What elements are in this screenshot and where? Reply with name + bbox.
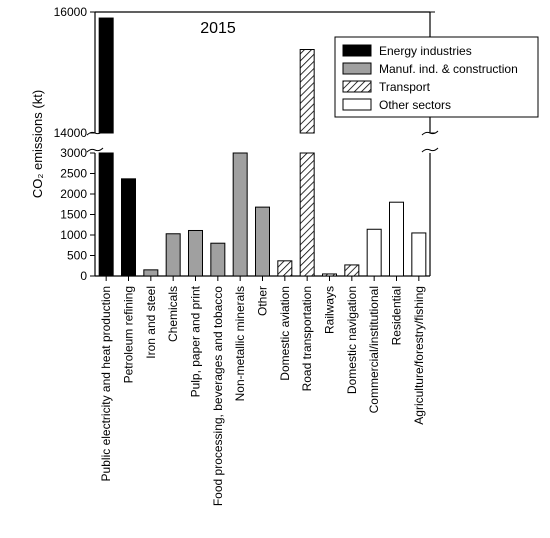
bar (255, 206, 270, 277)
legend-swatch (342, 80, 372, 93)
bar (411, 232, 427, 277)
bar (299, 152, 315, 277)
bar (322, 273, 337, 277)
bar (121, 178, 136, 277)
axis-break (86, 147, 104, 153)
x-tick-label: Petroleum refining (122, 286, 136, 383)
x-tick-label: Domestic aviation (278, 286, 292, 381)
y-tick-label: 1000 (60, 228, 87, 242)
y-tick-label: 1500 (60, 208, 87, 222)
bar (277, 260, 293, 277)
x-tick-label: Chemicals (166, 286, 180, 342)
y-tick-label: 2000 (60, 187, 87, 201)
bar (366, 228, 382, 277)
legend-swatch (342, 62, 372, 75)
bar (232, 152, 248, 277)
x-tick-label: Public electricity and heat production (99, 286, 113, 481)
x-tick-label: Railways (323, 286, 337, 334)
x-tick-label: Iron and steel (144, 286, 158, 359)
x-tick-label: Road transportation (300, 286, 314, 391)
bar (143, 269, 159, 277)
y-axis-label: CO₂ emissions (kt) (30, 90, 45, 198)
x-tick-label: Domestic navigation (345, 286, 359, 394)
bar (98, 17, 114, 134)
chart-title: 2015 (200, 20, 236, 37)
legend-label: Energy industries (379, 44, 472, 58)
legend-swatch (342, 44, 372, 57)
y-tick-label: 500 (67, 249, 87, 263)
bar (210, 242, 226, 277)
legend-swatch (342, 98, 372, 111)
bar (98, 152, 114, 277)
x-tick-label: Other (256, 286, 270, 316)
bar (188, 229, 203, 277)
bar (299, 49, 315, 134)
legend-label: Transport (379, 80, 431, 94)
x-tick-label: Food processing, beverages and tobacco (211, 286, 225, 506)
bar (389, 201, 404, 277)
y-tick-label: 0 (80, 269, 87, 283)
y-tick-label: 3000 (60, 146, 87, 160)
y-tick-label: 2500 (60, 167, 87, 181)
y-tick-label: 14000 (54, 126, 88, 140)
legend-label: Other sectors (379, 98, 451, 112)
x-tick-label: Agriculture/forestry/fishing (412, 286, 426, 425)
legend-label: Manuf. ind. & construction (379, 62, 518, 76)
x-tick-label: Residential (390, 286, 404, 345)
axis-break (421, 147, 439, 153)
x-tick-label: Non-metallic minerals (233, 286, 247, 401)
y-tick-label: 16000 (54, 5, 88, 19)
bar (344, 264, 360, 277)
bar (165, 233, 181, 277)
x-tick-label: Pulp, paper and print (189, 285, 203, 397)
x-tick-label: Commercial/institutional (367, 286, 381, 413)
